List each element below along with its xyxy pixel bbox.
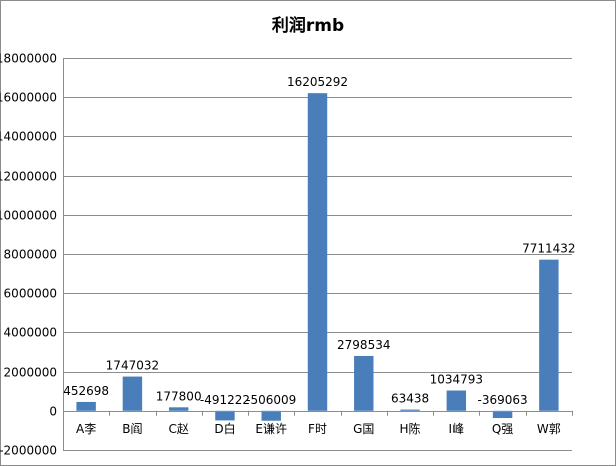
data-label: 1034793: [430, 373, 483, 387]
bar: [539, 259, 559, 411]
category-label: B阎: [122, 422, 142, 436]
data-label: -506009: [246, 393, 296, 407]
category-label: W郭: [537, 422, 561, 436]
category-label: H陈: [400, 421, 421, 436]
y-tick-label: 0: [49, 405, 57, 419]
y-tick-label: 2000000: [4, 366, 57, 380]
category-label: F时: [308, 422, 327, 436]
data-label: 452698: [63, 384, 109, 398]
data-label: 7711432: [522, 242, 575, 256]
category-label: C赵: [168, 422, 188, 436]
data-label: 63438: [391, 392, 429, 406]
bar: [354, 355, 374, 411]
y-tick-label: 18000000: [0, 52, 57, 66]
chart-title: 利润rmb: [271, 16, 345, 36]
bar: [122, 376, 143, 411]
bar: [168, 407, 189, 411]
category-label: I峰: [449, 422, 465, 436]
category-label: Q强: [492, 422, 513, 436]
data-label: -369063: [478, 393, 528, 407]
y-tick-label: 12000000: [0, 170, 57, 184]
y-tick-label: 16000000: [0, 91, 57, 105]
data-label: 16205292: [287, 75, 348, 89]
category-label: A李: [76, 421, 96, 436]
bar: [215, 410, 235, 421]
category-label: E谦许: [255, 422, 287, 436]
category-label: G国: [353, 422, 374, 436]
data-label: 1747032: [106, 359, 159, 373]
y-tick-label: -2000000: [0, 444, 57, 458]
bar: [261, 410, 281, 421]
y-tick-label: 4000000: [4, 326, 57, 340]
data-label: -491222: [200, 393, 250, 407]
y-tick-label: 10000000: [0, 209, 57, 223]
bar: [446, 390, 467, 411]
y-tick-label: 14000000: [0, 130, 57, 144]
y-tick-label: 8000000: [4, 248, 57, 262]
data-label: 2798534: [337, 338, 390, 352]
category-label: D白: [214, 421, 235, 436]
bar: [400, 409, 420, 411]
bar: [307, 93, 328, 411]
y-tick-label: 6000000: [4, 287, 57, 301]
bar: [492, 410, 513, 419]
data-label: 177800: [156, 389, 202, 403]
bar: [76, 401, 96, 411]
